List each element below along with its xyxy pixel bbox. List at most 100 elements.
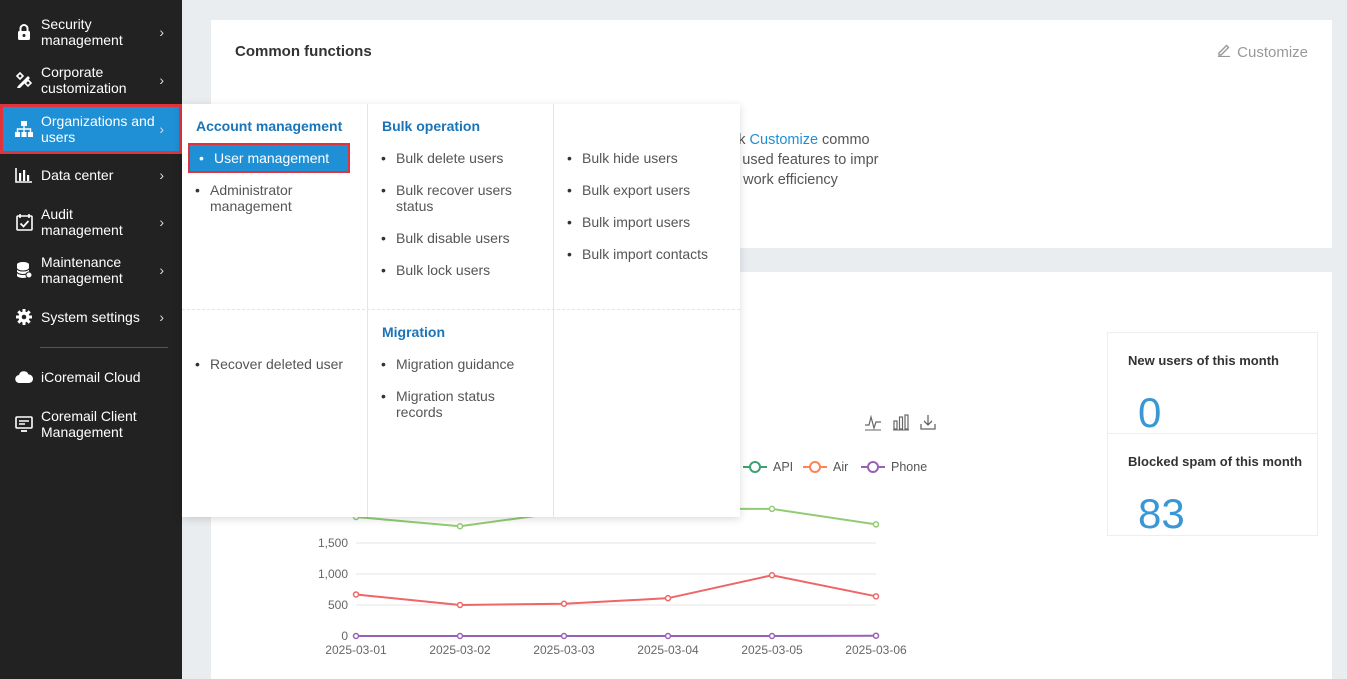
sidebar-item-security[interactable]: Security management › xyxy=(0,8,182,56)
section-title-migration: Migration xyxy=(382,324,445,340)
bar-chart-icon[interactable] xyxy=(892,413,910,431)
hint-text: e work efficiency xyxy=(731,172,838,188)
edit-icon xyxy=(1217,43,1231,61)
data-point xyxy=(872,593,880,600)
org-chart-icon xyxy=(15,120,33,138)
line-chart-icon[interactable] xyxy=(864,413,882,431)
x-tick-label: 2025-03-01 xyxy=(325,643,387,657)
menu-item-user-management[interactable]: User management xyxy=(188,143,350,173)
sidebar-item-label: Coremail Client Management xyxy=(41,408,137,440)
x-tick-label: 2025-03-04 xyxy=(637,643,699,657)
data-point xyxy=(768,505,776,513)
chevron-right-icon: › xyxy=(159,167,164,183)
series-line xyxy=(355,574,877,607)
data-point xyxy=(352,632,360,640)
download-icon[interactable] xyxy=(919,413,937,431)
sidebar-item-label: iCoremail Cloud xyxy=(41,369,141,385)
customize-label: Customize xyxy=(1237,43,1308,61)
data-point xyxy=(872,521,880,528)
section-title-bulk: Bulk operation xyxy=(382,118,481,134)
x-tick-label: 2025-03-03 xyxy=(533,643,595,657)
sidebar-item-audit[interactable]: Audit management › xyxy=(0,198,182,246)
sidebar-divider xyxy=(40,347,168,348)
legend-marker xyxy=(803,461,827,473)
x-tick-label: 2025-03-06 xyxy=(845,643,907,657)
data-point xyxy=(872,632,880,639)
hint-text: commo xyxy=(818,132,870,148)
data-point xyxy=(456,601,464,609)
menu-item-recover-deleted-user[interactable]: Recover deleted user xyxy=(182,356,362,372)
new-users-stat: New users of this month 0 xyxy=(1107,332,1318,436)
database-icon xyxy=(15,261,33,279)
legend-marker xyxy=(861,461,885,473)
menu-item-bulk-recover[interactable]: Bulk recover users status xyxy=(368,182,533,214)
legend-label: Phone xyxy=(891,460,928,474)
menu-item-administrator-management[interactable]: Administrator management xyxy=(182,182,332,214)
hint-text: y used features to impr xyxy=(731,152,879,168)
section-title-account: Account management xyxy=(196,118,343,134)
sidebar-item-organizations[interactable]: Organizations and users › xyxy=(0,104,182,154)
y-tick-label: 0 xyxy=(341,629,348,643)
data-point xyxy=(456,632,464,640)
legend-label: API xyxy=(773,460,794,474)
sidebar-item-data-center[interactable]: Data center › xyxy=(0,158,182,192)
sidebar: Security management › Corporate customiz… xyxy=(0,0,182,679)
sidebar-item-corporate[interactable]: Corporate customization › xyxy=(0,56,182,104)
y-tick-label: 1,000 xyxy=(318,567,348,581)
sidebar-item-system-settings[interactable]: System settings › xyxy=(0,300,182,334)
sidebar-item-label: Maintenance management xyxy=(41,254,123,286)
gear-icon xyxy=(15,308,33,326)
sidebar-item-maintenance[interactable]: Maintenance management › xyxy=(0,246,182,294)
stat-value: 0 xyxy=(1138,389,1162,436)
blocked-spam-stat: Blocked spam of this month 83 xyxy=(1107,433,1318,537)
column-divider xyxy=(367,104,368,517)
chevron-right-icon: › xyxy=(159,121,164,137)
sidebar-item-label: Audit management xyxy=(41,206,123,238)
data-point xyxy=(768,632,776,640)
sidebar-item-label: Security management xyxy=(41,16,123,48)
menu-item-bulk-export[interactable]: Bulk export users xyxy=(554,182,734,198)
menu-item-bulk-lock[interactable]: Bulk lock users xyxy=(368,262,548,278)
customize-link[interactable]: Customize xyxy=(749,132,819,148)
x-tick-label: 2025-03-05 xyxy=(741,643,803,657)
y-tick-label: 500 xyxy=(328,598,348,612)
legend-item-air[interactable]: Air xyxy=(803,460,848,474)
chevron-right-icon: › xyxy=(159,309,164,325)
menu-item-bulk-import-contacts[interactable]: Bulk import contacts xyxy=(554,246,734,262)
stat-value: 83 xyxy=(1138,490,1185,537)
card-title: Common functions xyxy=(235,43,372,60)
stat-label: New users of this month xyxy=(1128,353,1279,368)
legend-marker xyxy=(743,461,767,473)
sidebar-item-coremail-client[interactable]: Coremail Client Management xyxy=(0,400,182,448)
menu-item-bulk-hide[interactable]: Bulk hide users xyxy=(554,150,734,166)
sidebar-item-label: System settings xyxy=(41,309,140,325)
menu-item-bulk-delete[interactable]: Bulk delete users xyxy=(368,150,548,166)
customize-button[interactable]: Customize xyxy=(1217,43,1308,61)
x-tick-label: 2025-03-02 xyxy=(429,643,491,657)
sidebar-item-label: Organizations and users xyxy=(41,113,155,145)
pencil-ruler-icon xyxy=(15,71,33,89)
chevron-right-icon: › xyxy=(159,24,164,40)
data-point xyxy=(352,591,360,598)
sidebar-item-icoremail-cloud[interactable]: iCoremail Cloud xyxy=(0,362,182,392)
menu-item-migration-status[interactable]: Migration status records xyxy=(368,388,518,420)
legend-item-api[interactable]: API xyxy=(743,460,793,474)
cloud-icon xyxy=(15,368,33,386)
data-point xyxy=(664,594,672,602)
lock-icon xyxy=(15,23,33,41)
data-point xyxy=(768,571,776,579)
menu-item-bulk-import[interactable]: Bulk import users xyxy=(554,214,734,230)
legend-item-phone[interactable]: Phone xyxy=(861,460,927,474)
stat-label: Blocked spam of this month xyxy=(1128,454,1303,469)
legend-label: Air xyxy=(833,460,849,474)
data-point xyxy=(664,632,672,640)
calendar-check-icon xyxy=(15,213,33,231)
bar-chart-icon xyxy=(15,166,33,184)
menu-item-migration-guidance[interactable]: Migration guidance xyxy=(368,356,548,372)
data-point xyxy=(456,523,464,530)
sidebar-item-label: Corporate customization xyxy=(41,64,127,96)
y-tick-label: 1,500 xyxy=(318,536,348,550)
data-point xyxy=(560,632,568,640)
menu-item-bulk-disable[interactable]: Bulk disable users xyxy=(368,230,548,246)
organizations-flyout-menu: Account management User management Admin… xyxy=(182,104,740,517)
